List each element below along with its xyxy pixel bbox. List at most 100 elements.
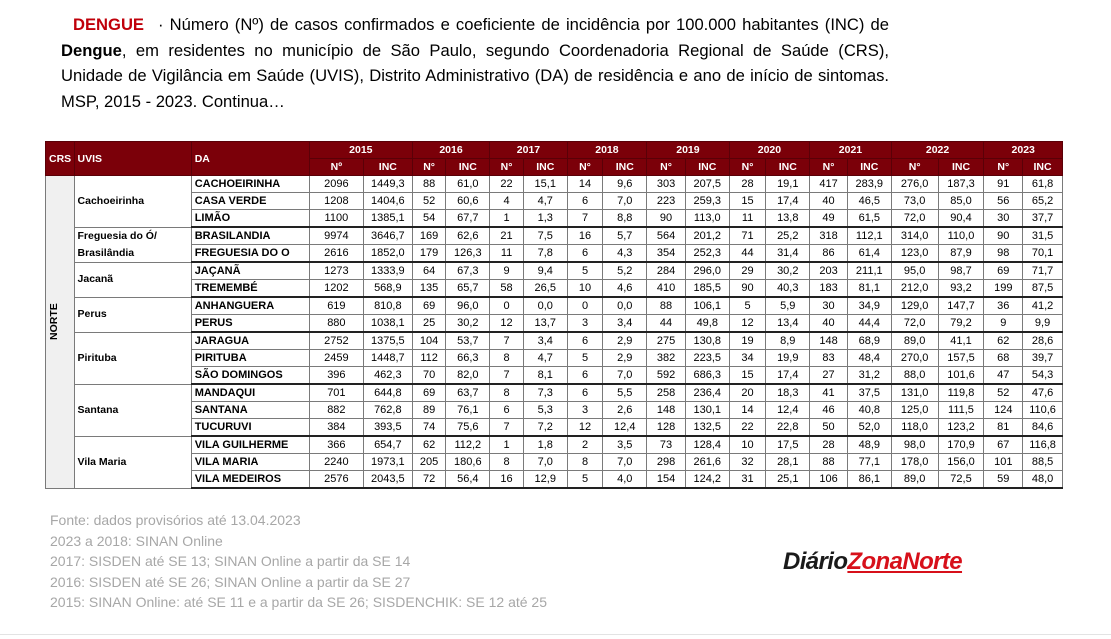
value-cell: 67,3: [445, 261, 491, 280]
value-cell: 20: [728, 383, 767, 402]
value-cell: 157,5: [937, 349, 985, 367]
value-cell: 8: [566, 453, 604, 471]
value-cell: 7,0: [602, 192, 648, 210]
value-cell: 154: [646, 470, 686, 489]
dengue-cases-table: CRS UVIS DA 2015 2016 2017 2018 2019 2020 2021 202…: [45, 141, 1063, 489]
value-cell: 71,7: [1022, 261, 1063, 280]
value-cell: 1273: [308, 261, 364, 280]
value-cell: 0,0: [522, 296, 568, 315]
footnote-2023-2018: 2023 a 2018: SINAN Online: [50, 532, 223, 549]
crs-label: NORTE: [48, 303, 60, 340]
value-cell: 28,6: [1022, 331, 1063, 350]
value-cell: 112,2: [445, 435, 491, 454]
value-cell: 5: [566, 470, 604, 489]
value-cell: 882: [308, 401, 364, 419]
value-cell: 2240: [308, 453, 364, 471]
table-row: PIRITUBA 2459 1448,7 112 66,3 8 4,7 5 2,9 382 223,…: [46, 349, 1063, 367]
value-cell: 31: [728, 470, 767, 489]
table-row: NORTE Cachoeirinha CACHOEIRINHA 2096 1449,3 8…: [45, 175, 1063, 489]
value-cell: 83: [809, 349, 848, 367]
value-cell: 1: [489, 209, 524, 228]
value-cell: 135: [411, 279, 447, 298]
value-cell: 12,4: [602, 418, 648, 437]
header-year: 2018: [566, 141, 648, 159]
header-year: 2017: [489, 141, 568, 159]
value-cell: 61,0: [445, 175, 491, 193]
value-cell: 8,1: [522, 366, 568, 385]
value-cell: 199: [983, 279, 1024, 298]
value-cell: 6: [566, 383, 604, 402]
header-inc: INC: [362, 158, 413, 176]
header-n: N°: [646, 158, 686, 176]
value-cell: 15,1: [522, 175, 568, 193]
value-cell: 5: [728, 296, 767, 315]
value-cell: 6: [566, 244, 604, 263]
value-cell: 106: [809, 470, 848, 489]
value-cell: 106,1: [684, 296, 730, 315]
value-cell: 261,6: [684, 453, 730, 471]
value-cell: 89: [411, 401, 447, 419]
value-cell: 111,5: [937, 401, 985, 419]
value-cell: 9,9: [1022, 314, 1063, 333]
value-cell: 3,4: [522, 331, 568, 350]
value-cell: 4: [489, 192, 524, 210]
value-cell: 63,7: [445, 383, 491, 402]
value-cell: 90,4: [937, 209, 985, 228]
value-cell: 314,0: [890, 226, 939, 245]
value-cell: 9,6: [602, 175, 648, 193]
value-cell: 81,1: [846, 279, 892, 298]
value-cell: 28: [809, 435, 848, 454]
value-cell: 104: [411, 331, 447, 350]
value-cell: 123,2: [937, 418, 985, 437]
value-cell: 53,7: [445, 331, 491, 350]
value-cell: 22: [728, 418, 767, 437]
value-cell: 19,9: [765, 349, 811, 367]
value-cell: 29: [728, 261, 767, 280]
table-row: VILA MEDEIROS 2576 2043,5 72 56,4 16 12,9 5 4,0 1…: [46, 470, 1063, 489]
value-cell: 41: [809, 383, 848, 402]
value-cell: 1038,1: [362, 314, 413, 333]
value-cell: 12: [566, 418, 604, 437]
value-cell: 270,0: [890, 349, 939, 367]
value-cell: 28: [728, 175, 767, 193]
footnote-2016: 2016: SISDEN até SE 26; SINAN Online a p…: [50, 573, 411, 590]
value-cell: 124: [983, 401, 1024, 419]
value-cell: 2752: [308, 331, 364, 350]
table-row: LIMÃO 1100 1385,1 54 67,7 1 1,3 7 8,8 90 113,0 11 13…: [46, 209, 1063, 228]
value-cell: 148: [646, 401, 686, 419]
table-header: CRS UVIS DA 2015 2016 2017 2018 2019 2020 2021 202…: [45, 141, 1063, 176]
value-cell: 64: [411, 261, 447, 280]
value-cell: 564: [646, 226, 686, 245]
value-cell: 72,0: [890, 209, 939, 228]
table-row: SANTANA 882 762,8 89 76,1 6 5,3 3 2,6 148 130,1 14 1…: [46, 401, 1063, 419]
header-year: 2022: [890, 141, 985, 159]
value-cell: 31,4: [765, 244, 811, 263]
value-cell: 178,0: [890, 453, 939, 471]
da-cell: SÃO DOMINGOS: [190, 366, 310, 385]
value-cell: 5,7: [602, 226, 648, 245]
value-cell: 32: [728, 453, 767, 471]
header-year: 2021: [809, 141, 892, 159]
value-cell: 86: [809, 244, 848, 263]
value-cell: 39,7: [1022, 349, 1063, 367]
value-cell: 259,3: [684, 192, 730, 210]
value-cell: 98: [983, 244, 1024, 263]
value-cell: 3,5: [602, 435, 648, 454]
da-cell: CACHOEIRINHA: [190, 175, 310, 193]
value-cell: 128: [646, 418, 686, 437]
header-n: Nº: [308, 158, 364, 176]
value-cell: 25,1: [765, 470, 811, 489]
value-cell: 88: [809, 453, 848, 471]
table-row: TREMEMBÉ 1202 568,9 135 65,7 58 26,5 10 4,6 410 18…: [46, 279, 1063, 298]
value-cell: 89,0: [890, 331, 939, 350]
bottom-divider: [0, 634, 1111, 635]
value-cell: 2616: [308, 244, 364, 263]
value-cell: 4,6: [602, 279, 648, 298]
value-cell: 5: [566, 261, 604, 280]
value-cell: 9: [983, 314, 1024, 333]
uvis-cell: Jacanã: [73, 261, 192, 298]
header-n: N°: [983, 158, 1024, 176]
value-cell: 462,3: [362, 366, 413, 385]
value-cell: 3646,7: [362, 226, 413, 245]
value-cell: 61,5: [846, 209, 892, 228]
